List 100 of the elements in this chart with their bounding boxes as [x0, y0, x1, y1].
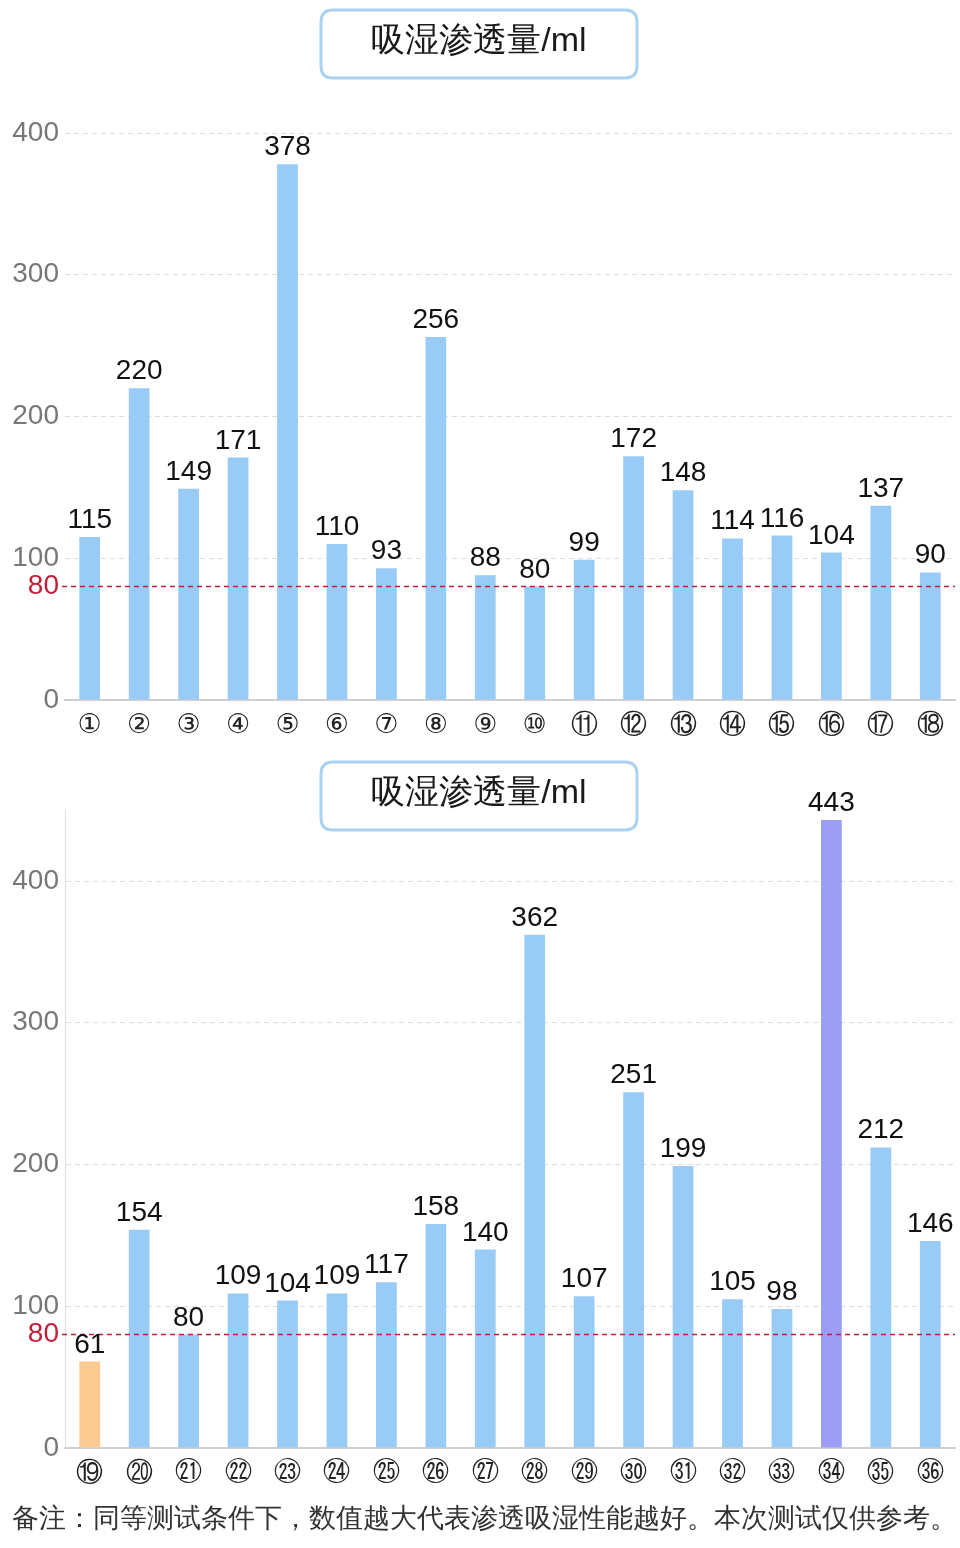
data-label: 61: [74, 1327, 106, 1359]
data-label: 172: [610, 422, 657, 454]
bar: [870, 505, 892, 700]
data-label: 146: [906, 1207, 954, 1239]
x-tick-label: ⑩: [522, 708, 547, 740]
x-tick-label: ⑮: [768, 708, 796, 740]
bar: [474, 1249, 496, 1448]
data-label: 80: [519, 552, 551, 584]
data-label: 116: [759, 501, 805, 533]
data-label: 362: [511, 900, 559, 932]
y-tick-label: 100: [12, 1288, 59, 1320]
bar: [771, 1309, 793, 1448]
x-tick-label: ㉔: [323, 1456, 351, 1488]
bar: [821, 820, 842, 1448]
bar: [227, 457, 249, 700]
data-label: 114: [710, 504, 755, 536]
y-tick-label: 400: [12, 115, 59, 147]
x-tick-label: ⑫: [620, 708, 648, 740]
x-tick-label: ⑱: [916, 708, 944, 740]
x-tick-label: ⑯: [817, 708, 845, 740]
x-tick-label: ⑧: [423, 708, 448, 740]
x-tick-label: ㉞: [817, 1456, 845, 1488]
data-label: 199: [659, 1131, 707, 1163]
chart-title: 吸湿渗透量/ml: [371, 20, 587, 59]
x-tick-label: ⑲: [76, 1456, 104, 1488]
x-tick-label: ⑰: [867, 708, 895, 740]
bar: [573, 1296, 595, 1448]
bar: [79, 536, 101, 700]
x-tick-label: ④: [225, 708, 251, 740]
data-label: 80: [173, 1300, 205, 1332]
data-label: 251: [610, 1058, 657, 1090]
bar: [722, 538, 743, 700]
data-label: 105: [709, 1265, 756, 1297]
y-tick-label: 300: [12, 1005, 59, 1037]
data-label: 154: [115, 1195, 163, 1227]
x-tick-label: ㉒: [224, 1456, 252, 1488]
data-label: 109: [313, 1259, 361, 1291]
x-tick-label: ㊱: [916, 1456, 944, 1488]
y-tick-label: 0: [43, 1430, 59, 1462]
bar: [128, 1229, 150, 1448]
bar: [326, 544, 348, 700]
bar: [524, 934, 546, 1448]
x-tick-label: ㉙: [570, 1456, 598, 1488]
data-label: 220: [115, 354, 163, 386]
x-tick-label: ㉛: [669, 1456, 697, 1488]
data-label: 256: [412, 303, 460, 335]
x-tick-label: ③: [176, 708, 201, 740]
data-label: 104: [808, 518, 855, 550]
data-label: 117: [364, 1248, 409, 1280]
bar: [672, 1165, 694, 1448]
data-label: 212: [857, 1113, 905, 1145]
bar: [573, 559, 595, 700]
x-tick-label: ⑥: [324, 708, 350, 740]
bar: [277, 1300, 298, 1448]
bar: [623, 1092, 644, 1448]
x-tick-label: ⑳: [125, 1456, 153, 1488]
x-tick-label: ㉝: [768, 1456, 796, 1488]
data-label: 140: [461, 1215, 509, 1247]
bar: [821, 552, 842, 700]
data-label: 148: [659, 456, 707, 488]
x-tick-label: ㉑: [175, 1456, 203, 1488]
x-tick-label: ㉗: [471, 1456, 499, 1488]
x-tick-label: ㉖: [422, 1456, 450, 1488]
data-label: 98: [766, 1275, 798, 1307]
y-tick-label: 200: [12, 399, 59, 431]
bar: [623, 456, 644, 700]
bar: [425, 1224, 447, 1448]
x-tick-label: ⑬: [669, 708, 697, 740]
data-label: 158: [412, 1190, 460, 1222]
data-label: 378: [264, 130, 311, 162]
data-label: 90: [914, 538, 946, 570]
bar: [524, 586, 546, 700]
data-label: 109: [214, 1259, 262, 1291]
data-label: 149: [165, 454, 212, 486]
bar: [79, 1361, 101, 1448]
x-tick-label: ①: [77, 708, 102, 740]
data-label: 107: [560, 1262, 608, 1294]
y-tick-label: 300: [12, 257, 59, 289]
x-tick-label: ⑦: [374, 708, 399, 740]
data-label: 171: [214, 423, 262, 455]
bar: [326, 1293, 348, 1448]
bar: [425, 337, 447, 700]
bar: [128, 388, 150, 700]
bar: [376, 568, 397, 700]
x-tick-label: ⑭: [719, 708, 746, 740]
bar: [919, 1241, 941, 1448]
ref-line-label: 80: [27, 1317, 59, 1349]
x-tick-label: ㉜: [719, 1456, 746, 1488]
bar: [178, 488, 199, 700]
x-tick-label: ②: [127, 708, 152, 740]
bar: [672, 490, 694, 700]
x-tick-label: ㉘: [521, 1456, 549, 1488]
bar: [227, 1293, 249, 1448]
chart-title: 吸湿渗透量/ml: [371, 772, 587, 811]
data-label: 93: [370, 534, 402, 566]
bar: [277, 164, 298, 700]
bar: [474, 575, 496, 700]
bar: [722, 1299, 743, 1448]
y-tick-label: 200: [12, 1147, 59, 1179]
y-tick-label: 100: [12, 540, 59, 572]
